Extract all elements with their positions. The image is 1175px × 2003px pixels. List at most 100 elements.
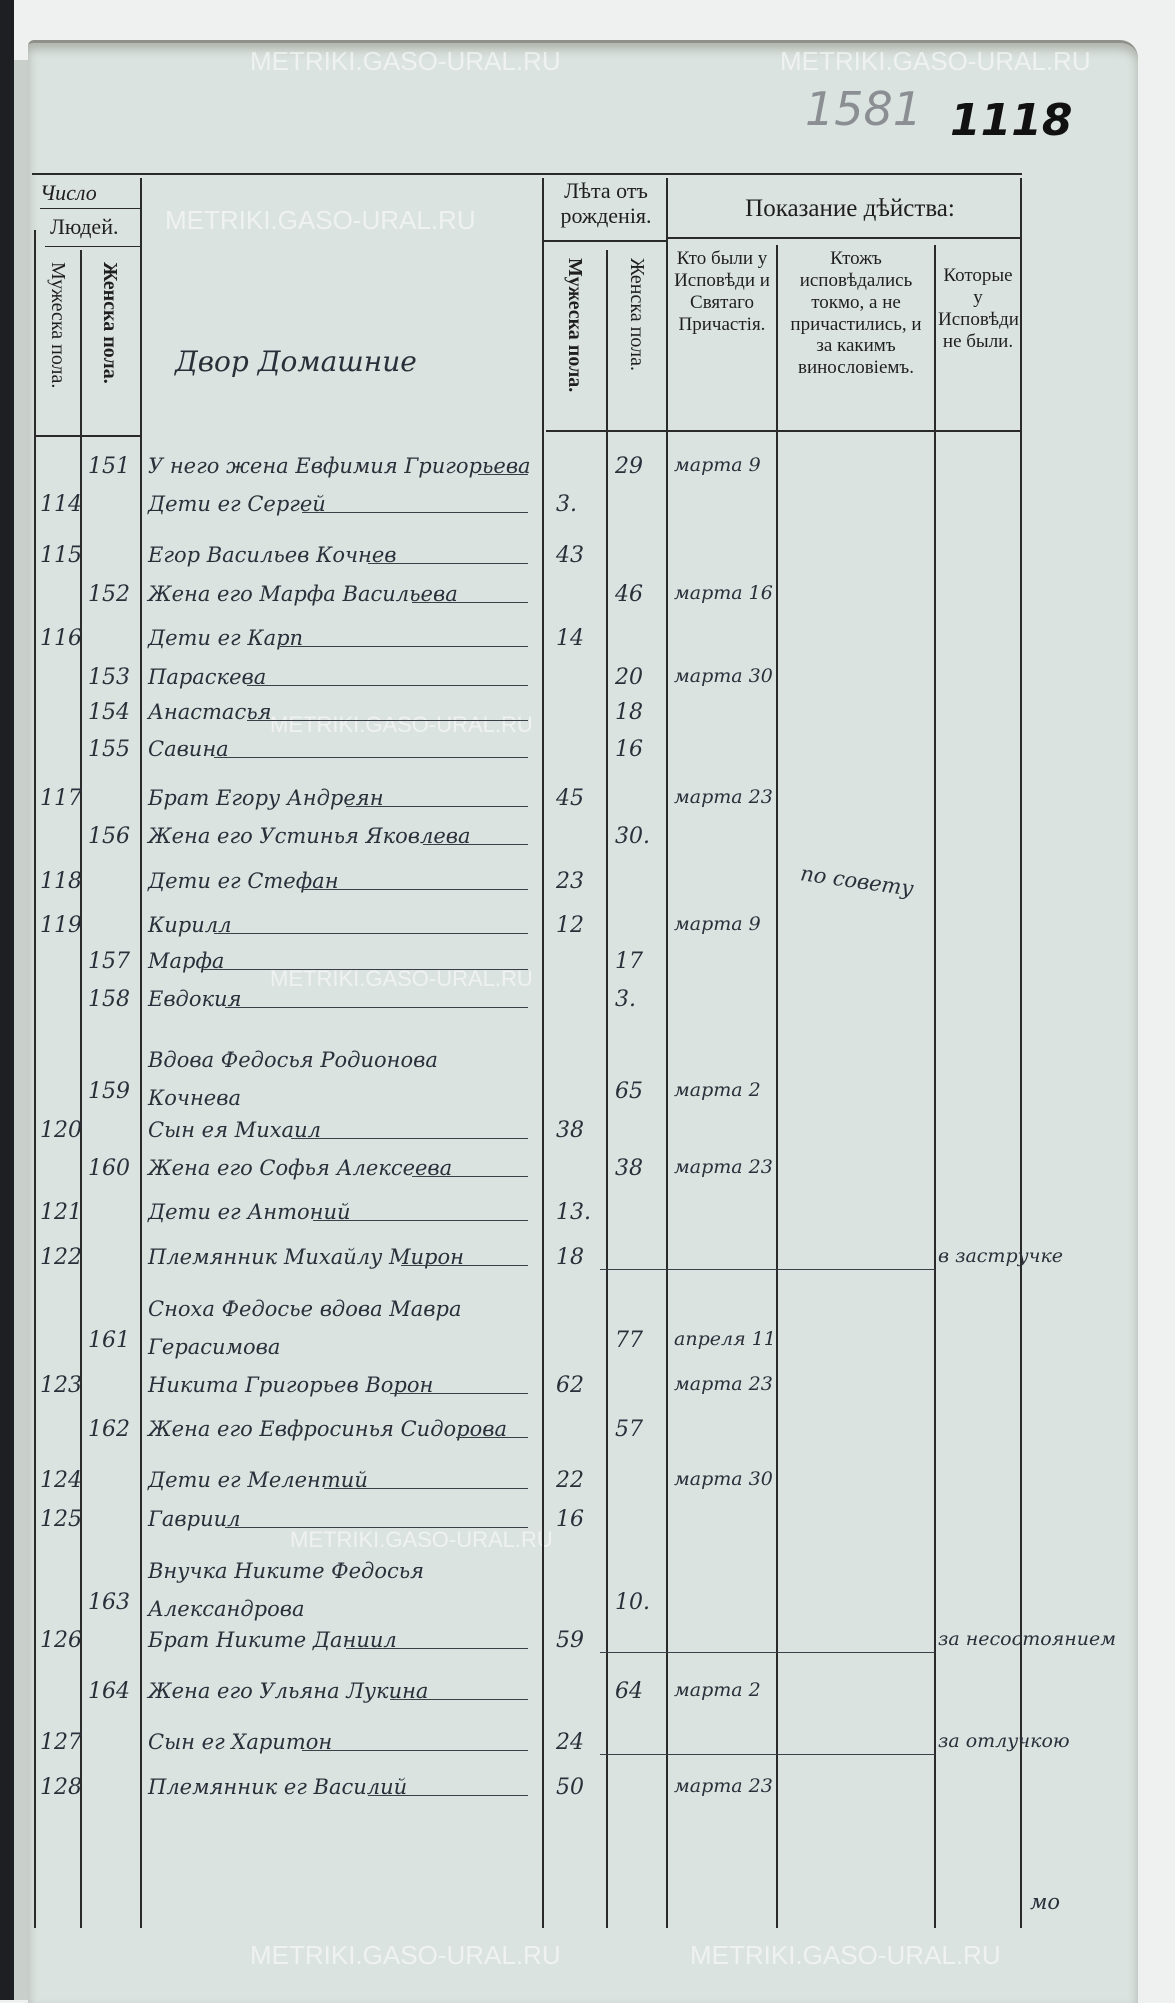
header-age-male: Мужеска пола. xyxy=(564,258,586,393)
header-bottom-rule xyxy=(546,430,1020,432)
filler-dash xyxy=(390,1699,528,1700)
female-age: 20 xyxy=(615,665,643,690)
absent-note: за несостоянием xyxy=(938,1628,1116,1650)
male-number: 120 xyxy=(40,1118,82,1143)
column-rule xyxy=(34,230,36,1928)
filler-dash xyxy=(324,1488,528,1489)
note-line xyxy=(600,1652,935,1653)
filler-dash xyxy=(291,1138,528,1139)
person-name: Жена его Ульяна Лукина xyxy=(148,1679,429,1703)
confessed-date: марта 30 xyxy=(674,665,773,687)
female-age: 77 xyxy=(615,1328,643,1353)
column-rule xyxy=(80,250,82,1928)
female-number: 155 xyxy=(88,737,130,762)
confessed-date: марта 16 xyxy=(674,582,773,604)
female-age: 38 xyxy=(615,1156,643,1181)
filler-dash xyxy=(225,1527,528,1528)
female-age: 29 xyxy=(615,454,643,479)
female-number: 158 xyxy=(88,987,130,1012)
male-number: 125 xyxy=(40,1507,82,1532)
filler-dash xyxy=(346,806,528,807)
female-age: 10. xyxy=(615,1590,650,1615)
absent-note: за отлучкою xyxy=(938,1730,1070,1752)
female-number: 164 xyxy=(88,1679,130,1704)
column-rule xyxy=(140,178,142,1928)
watermark: METRIKI.GASO-URAL.RU xyxy=(250,46,561,76)
male-number: 118 xyxy=(40,869,82,894)
male-age: 43 xyxy=(556,543,584,568)
female-number: 161 xyxy=(88,1328,130,1353)
person-name: Вдова Федосья Родионова Кочнева xyxy=(148,1048,438,1110)
person-name: Жена его Евфросинья Сидорова xyxy=(148,1417,507,1441)
watermark: METRIKI.GASO-URAL.RU xyxy=(780,46,1091,76)
filler-dash xyxy=(368,563,528,564)
person-name: Егор Васильев Кочнев xyxy=(148,543,397,567)
male-number: 123 xyxy=(40,1373,82,1398)
female-age: 30. xyxy=(615,824,650,849)
confessed-date: марта 23 xyxy=(674,786,773,808)
male-age: 22 xyxy=(556,1468,584,1493)
confessed-date: марта 9 xyxy=(674,454,761,476)
person-name: Жена его Софья Алексеева xyxy=(148,1156,453,1180)
male-age: 3. xyxy=(556,492,577,517)
person-name: Дети ег Карп xyxy=(148,626,304,650)
person-name: У него жена Евфимия Григорьева xyxy=(148,454,531,478)
filler-dash xyxy=(456,1437,528,1438)
female-number: 157 xyxy=(88,949,130,974)
header-count: Число xyxy=(40,180,97,205)
column-rule xyxy=(606,250,608,1928)
male-number: 117 xyxy=(40,786,82,811)
watermark: METRIKI.GASO-URAL.RU xyxy=(270,712,533,737)
filler-dash xyxy=(247,720,528,721)
person-name: Жена его Марфа Васильева xyxy=(148,582,458,606)
female-age: 17 xyxy=(615,949,643,974)
person-name: Дети ег Сергей xyxy=(148,492,326,516)
header-bottom-rule xyxy=(36,435,140,437)
filler-dash xyxy=(423,844,528,845)
watermark: METRIKI.GASO-URAL.RU xyxy=(165,205,476,235)
header-action: Показание дѣйства: xyxy=(745,195,955,222)
header-rule xyxy=(40,208,140,209)
filler-dash xyxy=(203,969,528,970)
header-age-female: Женска пола. xyxy=(626,258,648,371)
filler-dash xyxy=(412,1176,528,1177)
male-age: 50 xyxy=(556,1775,584,1800)
filler-dash xyxy=(412,602,528,603)
male-number: 119 xyxy=(40,913,82,938)
filler-dash xyxy=(280,646,528,647)
male-age: 38 xyxy=(556,1118,584,1143)
person-name: Параскева xyxy=(148,665,267,689)
note-line xyxy=(600,1754,935,1755)
archive-page-number: 1581 xyxy=(805,82,923,136)
male-age: 62 xyxy=(556,1373,584,1398)
filler-dash xyxy=(390,1393,528,1394)
absent-note: в застручке xyxy=(938,1245,1064,1267)
female-number: 163 xyxy=(88,1590,130,1615)
female-age: 65 xyxy=(615,1079,643,1104)
female-number: 154 xyxy=(88,700,130,725)
male-number: 122 xyxy=(40,1245,82,1270)
filler-dash xyxy=(478,474,528,475)
male-number: 124 xyxy=(40,1468,82,1493)
female-number: 156 xyxy=(88,824,130,849)
confessed-date: марта 2 xyxy=(674,1079,761,1101)
confessed-date: апреля 11 xyxy=(674,1328,776,1350)
person-name: Сноха Федосье вдова Мавра Герасимова xyxy=(148,1297,462,1359)
watermark: METRIKI.GASO-URAL.RU xyxy=(290,1527,553,1552)
female-age: 18 xyxy=(615,700,643,725)
filler-dash xyxy=(346,1648,528,1649)
male-number: 128 xyxy=(40,1775,82,1800)
person-name: Жена его Устинья Яковлева xyxy=(148,824,471,848)
register-page xyxy=(28,40,1138,2003)
column-rule xyxy=(666,178,668,1928)
header-rule xyxy=(45,246,140,247)
header-rule xyxy=(666,237,1020,239)
male-age: 16 xyxy=(556,1507,584,1532)
confessed-date: марта 30 xyxy=(674,1468,773,1490)
header-male: Мужеска пола. xyxy=(47,262,69,389)
confessed-date: марта 23 xyxy=(674,1156,773,1178)
footer-note: мо xyxy=(1030,1890,1061,1914)
person-name: Сын ег Харитон xyxy=(148,1730,333,1754)
male-number: 127 xyxy=(40,1730,82,1755)
table-top-rule xyxy=(32,173,1022,175)
